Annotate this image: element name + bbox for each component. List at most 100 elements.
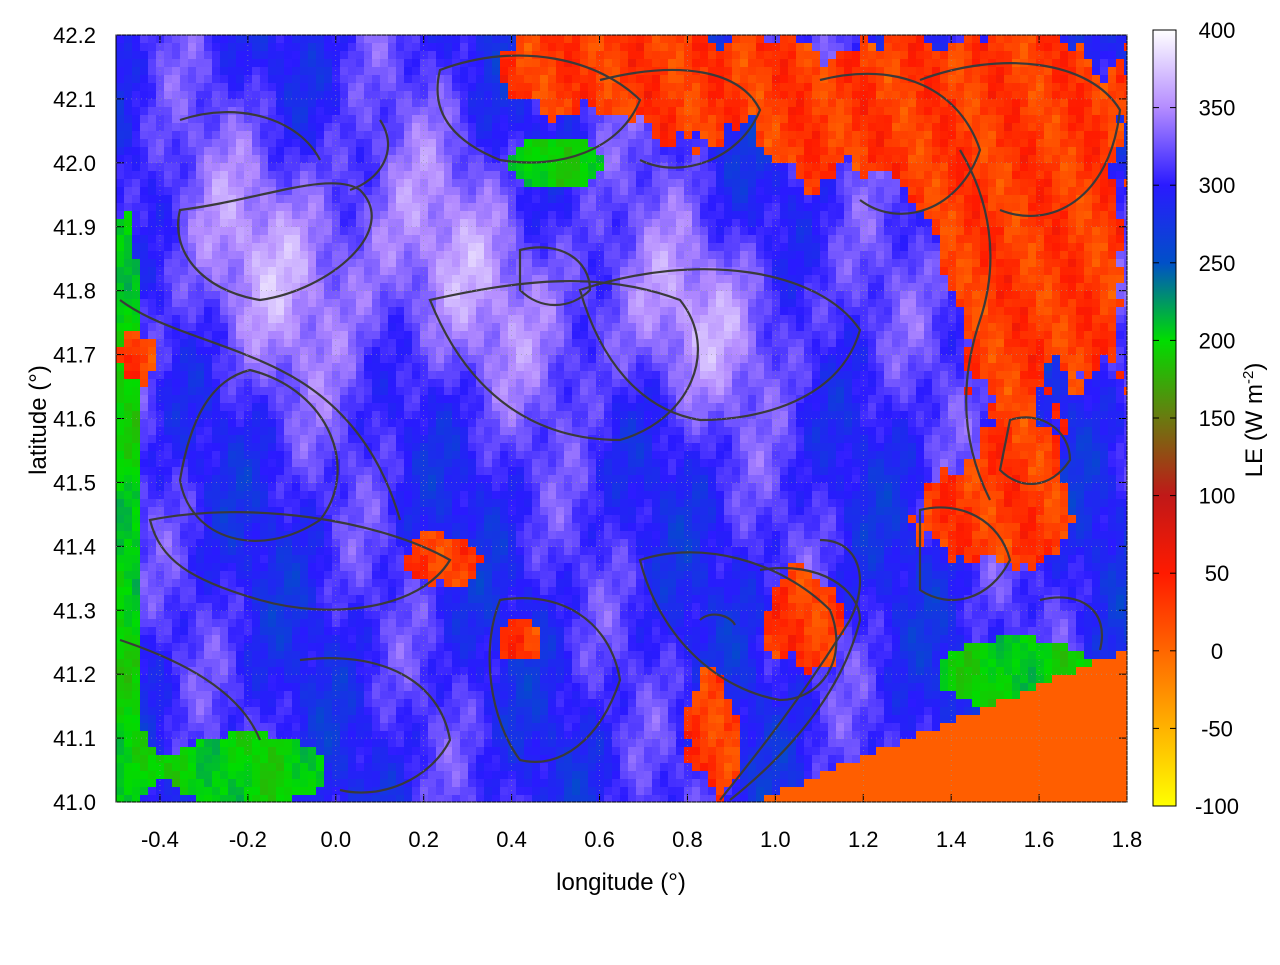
heatmap-cell: [124, 131, 133, 140]
heatmap-cell: [524, 363, 533, 372]
heatmap-cell: [468, 707, 477, 716]
heatmap-cell: [356, 403, 365, 412]
heatmap-cell: [300, 571, 309, 580]
heatmap-cell: [212, 275, 221, 284]
heatmap-cell: [460, 179, 469, 188]
heatmap-cell: [516, 667, 525, 676]
heatmap-cell: [212, 323, 221, 332]
heatmap-cell: [380, 299, 389, 308]
heatmap-cell: [484, 603, 493, 612]
heatmap-cell: [180, 483, 189, 492]
heatmap-cell: [284, 659, 293, 668]
heatmap-cell: [348, 307, 357, 316]
heatmap-cell: [380, 699, 389, 708]
heatmap-cell: [164, 435, 173, 444]
heatmap-cell: [436, 147, 445, 156]
heatmap-cell: [412, 627, 421, 636]
heatmap-cell: [348, 219, 357, 228]
heatmap-cell: [284, 203, 293, 212]
heatmap-cell: [196, 59, 205, 68]
heatmap-cell: [436, 451, 445, 460]
heatmap-cell: [524, 507, 533, 516]
heatmap-cell: [428, 747, 437, 756]
heatmap-cell: [140, 115, 149, 124]
heatmap-cell: [220, 579, 229, 588]
heatmap-cell: [468, 219, 477, 228]
heatmap-cell: [524, 627, 533, 636]
heatmap-cell: [500, 371, 509, 380]
heatmap-cell: [396, 667, 405, 676]
heatmap-cell: [276, 331, 285, 340]
heatmap-cell: [476, 51, 485, 60]
heatmap-cell: [308, 155, 317, 164]
heatmap-cell: [212, 291, 221, 300]
heatmap-cell: [156, 427, 165, 436]
heatmap-cell: [284, 443, 293, 452]
heatmap-cell: [412, 107, 421, 116]
heatmap-cell: [196, 659, 205, 668]
heatmap-cell: [412, 595, 421, 604]
heatmap-cell: [388, 507, 397, 516]
heatmap-cell: [132, 515, 141, 524]
heatmap-cell: [316, 379, 325, 388]
heatmap-cell: [524, 587, 533, 596]
heatmap-cell: [388, 747, 397, 756]
heatmap-cell: [396, 499, 405, 508]
heatmap-cell: [388, 603, 397, 612]
heatmap-cell: [372, 691, 381, 700]
heatmap-cell: [116, 571, 125, 580]
heatmap-cell: [412, 235, 421, 244]
heatmap-cell: [500, 83, 509, 92]
heatmap-cell: [172, 139, 181, 148]
heatmap-cell: [244, 323, 253, 332]
heatmap-cell: [476, 795, 485, 802]
heatmap-cell: [292, 683, 301, 692]
heatmap-cell: [348, 155, 357, 164]
heatmap-cell: [188, 715, 197, 724]
heatmap-cell: [388, 467, 397, 476]
heatmap-cell: [140, 411, 149, 420]
heatmap-cell: [364, 83, 373, 92]
heatmap-cell: [444, 627, 453, 636]
heatmap-cell: [300, 411, 309, 420]
heatmap-cell: [468, 267, 477, 276]
heatmap-cell: [276, 267, 285, 276]
heatmap-cell: [156, 107, 165, 116]
heatmap-cell: [212, 371, 221, 380]
heatmap-cell: [508, 347, 517, 356]
heatmap-cell: [308, 555, 317, 564]
heatmap-cell: [220, 411, 229, 420]
heatmap-cell: [404, 475, 413, 484]
heatmap-cell: [172, 283, 181, 292]
heatmap-cell: [340, 243, 349, 252]
heatmap-cell: [228, 691, 237, 700]
heatmap-cell: [156, 723, 165, 732]
heatmap-cell: [476, 459, 485, 468]
heatmap-cell: [140, 275, 149, 284]
heatmap-cell: [116, 67, 125, 76]
heatmap-cell: [204, 371, 213, 380]
heatmap-cell: [268, 51, 277, 60]
heatmap-cell: [252, 395, 261, 404]
heatmap-cell: [300, 219, 309, 228]
heatmap-cell: [484, 699, 493, 708]
heatmap-cell: [468, 507, 477, 516]
heatmap-cell: [508, 787, 517, 796]
heatmap-cell: [404, 35, 413, 44]
heatmap-cell: [340, 459, 349, 468]
heatmap-cell: [300, 315, 309, 324]
heatmap-cell: [316, 651, 325, 660]
heatmap-cell: [236, 459, 245, 468]
heatmap-cell: [404, 483, 413, 492]
heatmap-cell: [316, 171, 325, 180]
heatmap-cell: [116, 643, 125, 652]
heatmap-cell: [340, 379, 349, 388]
heatmap-cell: [180, 267, 189, 276]
heatmap-cell: [124, 659, 133, 668]
heatmap-cell: [116, 699, 125, 708]
heatmap-cell: [292, 243, 301, 252]
heatmap-cell: [188, 587, 197, 596]
heatmap-cell: [180, 563, 189, 572]
heatmap-cell: [364, 667, 373, 676]
heatmap-cell: [388, 163, 397, 172]
